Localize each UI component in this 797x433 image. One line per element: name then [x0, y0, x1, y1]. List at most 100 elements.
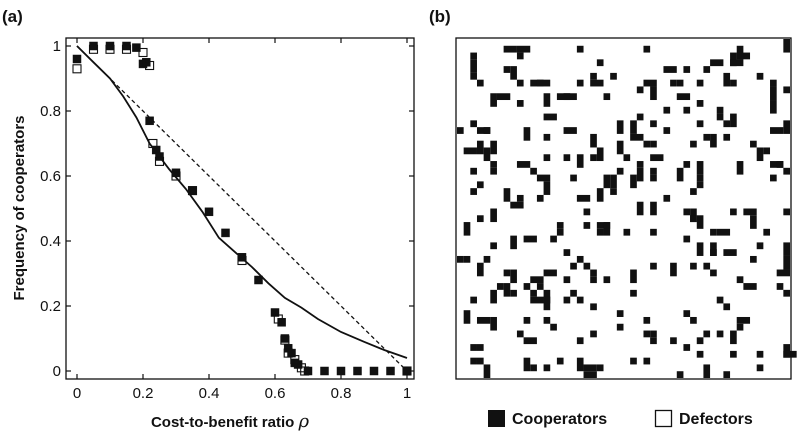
cooperator-cell	[650, 86, 657, 101]
cooperator-cell	[636, 167, 644, 182]
cooperator-cell	[530, 276, 544, 284]
cooperator-cell	[683, 208, 691, 216]
cooperator-cell	[590, 154, 597, 162]
cooperator-cell	[783, 208, 790, 216]
cooperator-cell	[563, 154, 571, 162]
cooperator-cell	[470, 357, 477, 365]
cooperator-cell	[616, 167, 624, 175]
cooperator-cell	[643, 140, 651, 148]
cooperator-cell	[570, 174, 577, 182]
cooperator-cell	[756, 364, 764, 372]
cooperator-cell	[583, 364, 597, 372]
cooperator-cell	[463, 222, 471, 236]
cooperator-cell	[730, 79, 737, 87]
cooperator-cell	[776, 269, 790, 277]
cooperator-cell	[510, 289, 517, 297]
cooperator-cell	[736, 316, 751, 324]
cooperator-cell	[590, 269, 597, 277]
cooperator-cell	[703, 262, 711, 270]
cooperator-cell	[583, 222, 591, 229]
cooperator-cell	[783, 255, 790, 270]
cooperator-cell	[490, 140, 497, 155]
x-tick-label: 0	[73, 385, 81, 402]
defector-point	[72, 64, 82, 74]
cooperator-cell	[723, 303, 731, 311]
cooperator-cell	[470, 72, 477, 80]
cooperator-cell	[530, 289, 537, 297]
cooperator-cell	[576, 337, 584, 345]
defector-point	[154, 156, 165, 166]
cooperator-cell	[523, 127, 531, 141]
defector-point	[121, 44, 132, 54]
cooperator-cell	[770, 79, 777, 87]
cooperator-cell	[770, 174, 777, 182]
cooperator-cell	[696, 350, 704, 358]
x-tick-label: 1	[403, 385, 411, 402]
cooperator-cell	[476, 140, 484, 155]
defector-point	[138, 47, 148, 58]
cooperator-cell	[736, 276, 744, 284]
cooperator-cell	[476, 344, 484, 351]
cooperator-cell	[663, 66, 677, 73]
cooperator-cell	[503, 269, 511, 277]
cooperator-cell	[576, 357, 584, 372]
cooperator-cell	[576, 79, 584, 87]
lattice-cells	[457, 39, 797, 378]
defector-point	[402, 366, 412, 376]
cooperator-cell	[783, 167, 790, 175]
cooperator-cell	[563, 127, 577, 134]
cooperator-cell	[723, 371, 731, 378]
cooperator-point	[132, 43, 141, 52]
cooperator-cell	[696, 337, 704, 345]
cooperator-cell	[543, 181, 551, 195]
defector-point	[273, 314, 283, 324]
cooperator-cell	[716, 330, 724, 338]
cooperator-cell	[596, 59, 604, 67]
cooperator-cell	[576, 194, 591, 202]
cooperator-cell	[596, 364, 604, 372]
cooperator-cell	[730, 330, 737, 345]
dashed-curve	[76, 45, 408, 372]
cooperator-cell	[490, 161, 497, 168]
cooperator-cell	[783, 86, 790, 94]
cooperator-cell	[756, 350, 764, 358]
cooperator-cell	[603, 222, 611, 236]
cooperator-cell	[643, 357, 651, 365]
data-markers	[72, 41, 412, 376]
cooperator-cell	[503, 66, 511, 73]
cooperator-cell	[683, 66, 691, 73]
cooperator-cell	[710, 228, 717, 236]
cooperator-cell	[476, 181, 484, 189]
cooperator-cell	[510, 201, 524, 209]
cooperator-cell	[583, 371, 597, 378]
cooperator-cell	[523, 357, 531, 372]
cooperator-cell	[730, 208, 737, 216]
defector-point	[300, 366, 310, 376]
cooperator-cell	[703, 66, 711, 73]
cooperator-point	[142, 58, 151, 67]
cooperator-cell	[716, 113, 724, 121]
cooperator-cell	[756, 242, 764, 250]
cooperator-cell	[583, 262, 591, 270]
cooperator-cell	[483, 255, 491, 263]
cooperator-cell	[650, 201, 657, 216]
cooperator-cell	[610, 188, 617, 195]
cooperator-cell	[510, 66, 517, 80]
cooperator-cell	[690, 215, 697, 223]
cooperator-cell	[523, 316, 531, 324]
cooperator-cell	[630, 174, 637, 189]
cooperator-cell	[650, 174, 657, 182]
cooperator-cell	[576, 45, 584, 53]
cooperator-cell	[590, 330, 597, 338]
cooperator-cell	[650, 154, 664, 162]
cooperator-cell	[490, 167, 497, 175]
cooperator-cell	[543, 364, 551, 372]
cooperator-cell	[650, 167, 657, 175]
cooperator-cell	[716, 228, 731, 236]
curves	[76, 45, 408, 372]
cooperator-cell	[663, 106, 671, 114]
cooperator-cell	[736, 161, 744, 175]
cooperator-cell	[696, 215, 704, 229]
cooperator-cell	[503, 188, 511, 202]
